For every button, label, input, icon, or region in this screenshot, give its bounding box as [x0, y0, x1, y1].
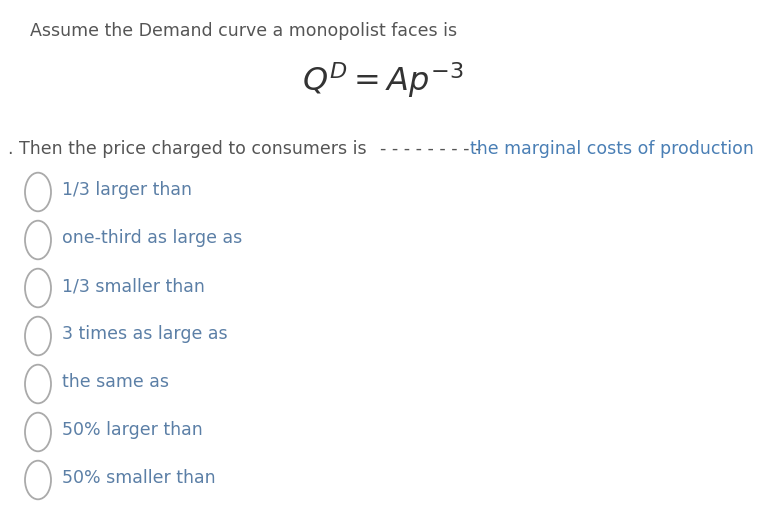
Text: the same as: the same as [62, 373, 169, 391]
Text: 1/3 larger than: 1/3 larger than [62, 181, 192, 199]
Text: 3 times as large as: 3 times as large as [62, 325, 228, 344]
Text: 1/3 smaller than: 1/3 smaller than [62, 278, 205, 296]
Text: - - - - - - - - -: - - - - - - - - - [380, 140, 481, 158]
Text: Assume the Demand curve a monopolist faces is: Assume the Demand curve a monopolist fac… [30, 22, 457, 40]
Text: one-third as large as: one-third as large as [62, 229, 243, 247]
Text: . Then the price charged to consumers is: . Then the price charged to consumers is [8, 140, 366, 158]
Text: 50% smaller than: 50% smaller than [62, 469, 216, 487]
Text: the marginal costs of production: the marginal costs of production [470, 140, 754, 158]
Text: $\mathit{Q}^{\mathit{D}} = \mathit{A}\mathit{p}^{-3}$: $\mathit{Q}^{\mathit{D}} = \mathit{A}\ma… [302, 60, 464, 100]
Text: 50% larger than: 50% larger than [62, 421, 203, 439]
